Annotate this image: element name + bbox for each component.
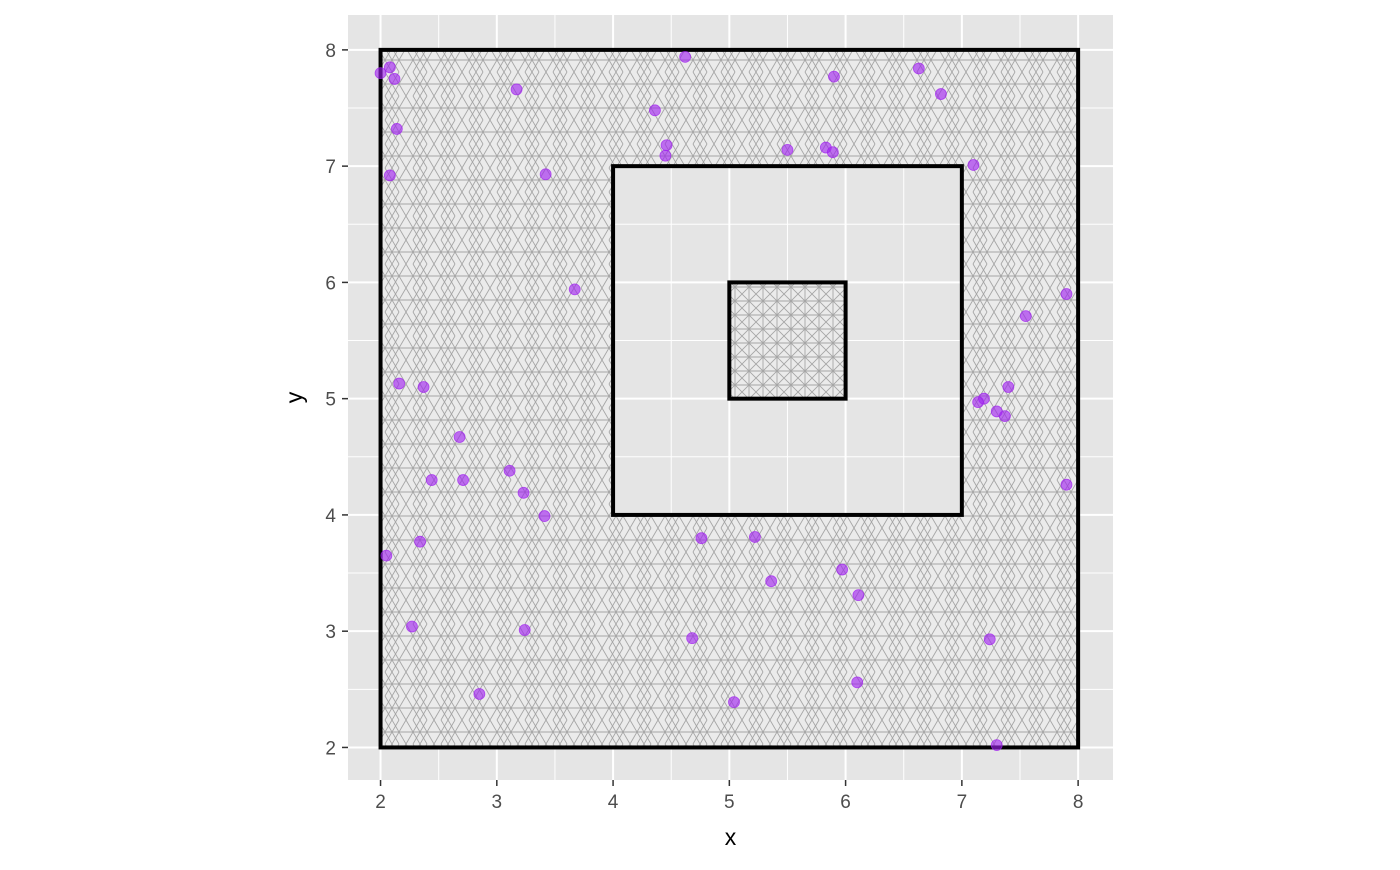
x-tick-label: 3 <box>492 792 503 813</box>
data-point <box>503 464 516 477</box>
data-point <box>510 83 523 96</box>
data-point <box>983 633 996 646</box>
data-point <box>453 431 466 443</box>
data-point <box>649 104 661 117</box>
data-point <box>393 377 406 390</box>
data-point <box>1019 310 1032 323</box>
data-point <box>660 139 673 152</box>
data-point <box>912 62 925 75</box>
data-point <box>990 739 1003 752</box>
y-tick-label: 3 <box>325 622 336 643</box>
data-point <box>728 696 740 709</box>
x-axis-title: x <box>725 824 737 850</box>
boundary-outer <box>378 47 1081 750</box>
y-tick-label: 8 <box>325 41 336 62</box>
data-points <box>374 50 1073 752</box>
data-point <box>836 563 849 576</box>
data-point <box>388 73 401 85</box>
y-axis-title: y <box>281 391 307 403</box>
data-point <box>659 149 672 162</box>
data-point <box>539 168 552 181</box>
data-point <box>935 88 947 100</box>
data-point <box>749 531 761 543</box>
y-tick-label: 7 <box>325 157 336 178</box>
data-point <box>851 676 864 689</box>
data-point <box>538 510 551 522</box>
data-point <box>383 169 396 182</box>
y-axis: 2 3 4 5 6 7 8 <box>325 41 348 759</box>
data-point <box>457 474 469 486</box>
data-point <box>1060 478 1073 491</box>
data-point <box>390 123 403 135</box>
data-point <box>473 688 486 700</box>
boundary-hole <box>611 164 964 517</box>
x-axis: 2 3 4 5 6 7 8 <box>375 780 1083 813</box>
data-point <box>1002 381 1015 393</box>
y-tick-label: 6 <box>325 273 336 294</box>
data-point <box>686 632 699 645</box>
x-tick-label: 4 <box>608 792 619 813</box>
mesh-inner-region <box>729 282 846 399</box>
x-tick-label: 2 <box>375 792 386 813</box>
y-tick-label: 2 <box>325 738 336 759</box>
data-point <box>417 381 430 393</box>
boundary-inner <box>727 280 848 401</box>
data-point <box>765 575 778 588</box>
data-point <box>374 67 387 80</box>
x-tick-label: 7 <box>957 792 968 813</box>
data-point <box>826 146 839 159</box>
x-tick-label: 5 <box>724 792 735 813</box>
mesh-region <box>380 49 1079 748</box>
y-tick-label: 4 <box>325 506 336 527</box>
boundary-lines <box>378 47 1081 750</box>
data-point <box>695 532 708 545</box>
data-point <box>967 159 980 171</box>
data-point <box>679 50 692 63</box>
y-tick-label: 5 <box>325 390 336 411</box>
data-point <box>828 70 840 83</box>
data-point <box>518 624 531 636</box>
data-point <box>383 61 396 74</box>
data-point <box>1060 288 1073 300</box>
data-point <box>414 535 426 548</box>
data-point <box>568 283 581 296</box>
data-point <box>781 143 794 156</box>
data-point <box>852 589 865 602</box>
data-point <box>380 549 393 562</box>
x-tick-label: 6 <box>840 792 851 813</box>
data-point <box>972 396 985 409</box>
data-point <box>425 474 438 486</box>
data-point <box>517 486 530 499</box>
x-tick-label: 8 <box>1073 792 1084 813</box>
data-point <box>998 410 1011 423</box>
data-point <box>406 620 418 633</box>
